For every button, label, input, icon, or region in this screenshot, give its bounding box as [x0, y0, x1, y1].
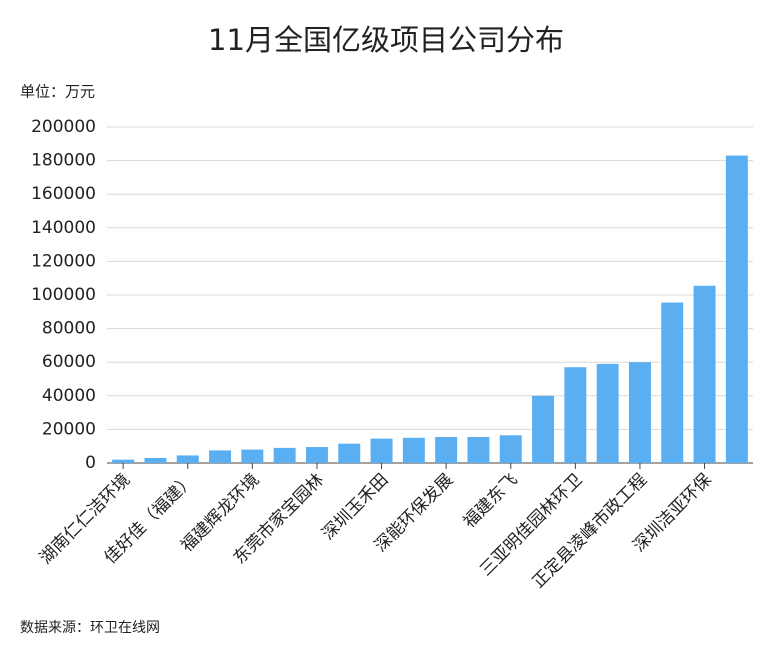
y-tick-label: 0: [85, 453, 96, 473]
bar: [693, 285, 716, 463]
bar: [564, 367, 587, 463]
bar: [305, 447, 328, 463]
y-tick-label: 180000: [31, 151, 96, 171]
y-tick-label: 20000: [42, 419, 96, 439]
x-tick-label: 福建东飞: [460, 470, 522, 532]
y-tick-label: 200000: [31, 117, 96, 137]
bar: [370, 438, 393, 463]
bar: [338, 443, 361, 463]
y-tick-label: 120000: [31, 251, 96, 271]
bar: [112, 459, 135, 463]
y-tick-label: 60000: [42, 352, 96, 372]
y-tick-label: 160000: [31, 184, 96, 204]
bar: [532, 395, 555, 463]
bar: [209, 450, 232, 463]
bar: [402, 437, 425, 463]
bar: [499, 435, 522, 463]
bar: [725, 155, 748, 463]
bar: [435, 436, 458, 463]
y-unit: 单位：万元: [20, 83, 95, 101]
bar: [628, 362, 651, 463]
y-tick-label: 140000: [31, 218, 96, 238]
bar: [273, 447, 296, 463]
chart-title: 11月全国亿级项目公司分布: [208, 23, 564, 57]
bar: [661, 302, 684, 463]
y-tick-label: 100000: [31, 285, 96, 305]
bar: [176, 455, 199, 463]
bar: [596, 363, 619, 463]
y-tick-label: 40000: [42, 386, 96, 406]
x-tick-label: 正定县凌峰市政工程: [529, 470, 651, 592]
bar: [144, 457, 167, 463]
bar: [467, 436, 490, 463]
y-tick-label: 80000: [42, 319, 96, 339]
bar: [241, 449, 264, 463]
source: 数据来源：环卫在线网: [20, 620, 160, 636]
